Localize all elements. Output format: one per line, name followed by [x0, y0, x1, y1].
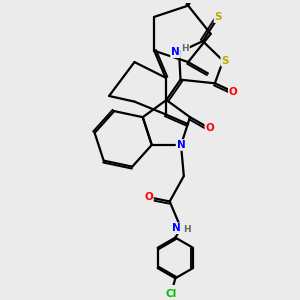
Text: O: O: [229, 87, 238, 97]
Text: O: O: [206, 124, 214, 134]
Text: Cl: Cl: [166, 289, 177, 299]
Text: S: S: [214, 12, 222, 22]
Text: S: S: [221, 56, 229, 66]
Text: H: H: [183, 225, 191, 234]
Text: N: N: [171, 47, 180, 57]
Text: H: H: [182, 44, 189, 53]
Text: O: O: [144, 192, 153, 202]
Text: N: N: [172, 223, 181, 233]
Text: N: N: [177, 140, 185, 150]
